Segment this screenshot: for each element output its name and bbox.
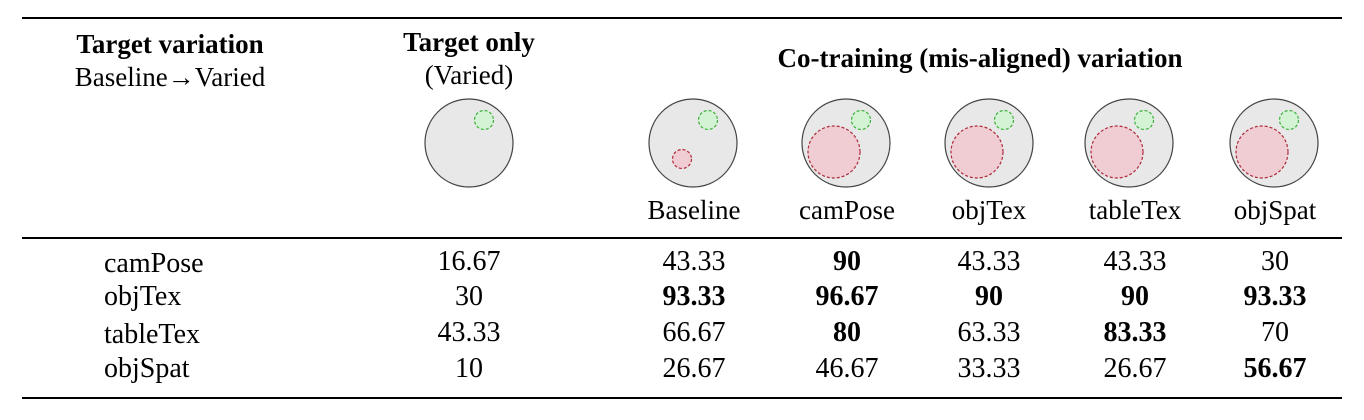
row-label-objtex: objTex (104, 281, 182, 312)
cell-tabletex-objspat: 70 (1261, 317, 1289, 348)
cell-campose-baseline: 43.33 (662, 246, 726, 277)
column-label-tabletex: tableTex (1088, 195, 1182, 225)
target-only-subtitle: (Varied) (424, 60, 514, 90)
column-label-objspat: objSpat (1233, 195, 1317, 225)
target-only-title: Target only (403, 27, 535, 57)
column-label-campose: camPose (799, 195, 895, 225)
cell-objtex-baseline: 93.33 (662, 281, 726, 312)
cell-campose-campose: 90 (833, 246, 861, 277)
cell-tabletex-objtex: 63.33 (957, 317, 1021, 348)
objspat-diagram (1229, 98, 1319, 188)
objtex-diagram (944, 98, 1034, 188)
campose-diagram (801, 98, 891, 188)
row-label-objspat: objSpat (104, 353, 190, 384)
cell-objtex-target-only: 30 (455, 281, 483, 312)
row-label-tabletex: tableTex (104, 319, 200, 350)
cell-tabletex-tabletex: 83.33 (1103, 317, 1167, 348)
cotraining-title: Co-training (mis-aligned) variation (777, 43, 1183, 73)
cell-objspat-objspat: 56.67 (1243, 353, 1307, 384)
tabletex-diagram (1084, 98, 1174, 188)
cell-objspat-tabletex: 26.67 (1103, 353, 1167, 384)
header-rule (22, 237, 1342, 239)
column-label-objtex: objTex (951, 195, 1027, 225)
cell-tabletex-baseline: 66.67 (662, 317, 726, 348)
cell-objspat-objtex: 33.33 (957, 353, 1021, 384)
top-rule (22, 17, 1342, 19)
cell-objspat-baseline: 26.67 (662, 353, 726, 384)
cell-objspat-campose: 46.67 (815, 353, 879, 384)
target-variation-title: Target variation (76, 29, 264, 59)
bottom-rule (22, 397, 1342, 399)
cell-objspat-target-only: 10 (455, 353, 483, 384)
cell-campose-tabletex: 43.33 (1103, 246, 1167, 277)
baseline-diagram (648, 98, 738, 188)
target-variation-subtitle: Baseline→Varied (74, 62, 266, 92)
cell-campose-objspat: 30 (1261, 246, 1289, 277)
row-label-campose: camPose (104, 248, 204, 279)
cell-tabletex-target-only: 43.33 (437, 317, 501, 348)
column-label-baseline: Baseline (647, 195, 741, 225)
cell-objtex-objtex: 90 (975, 281, 1003, 312)
cell-campose-target-only: 16.67 (437, 246, 501, 277)
cell-tabletex-campose: 80 (833, 317, 861, 348)
cell-campose-objtex: 43.33 (957, 246, 1021, 277)
cell-objtex-objspat: 93.33 (1243, 281, 1307, 312)
cell-objtex-campose: 96.67 (815, 281, 879, 312)
target-only-diagram (424, 98, 514, 188)
cell-objtex-tabletex: 90 (1121, 281, 1149, 312)
